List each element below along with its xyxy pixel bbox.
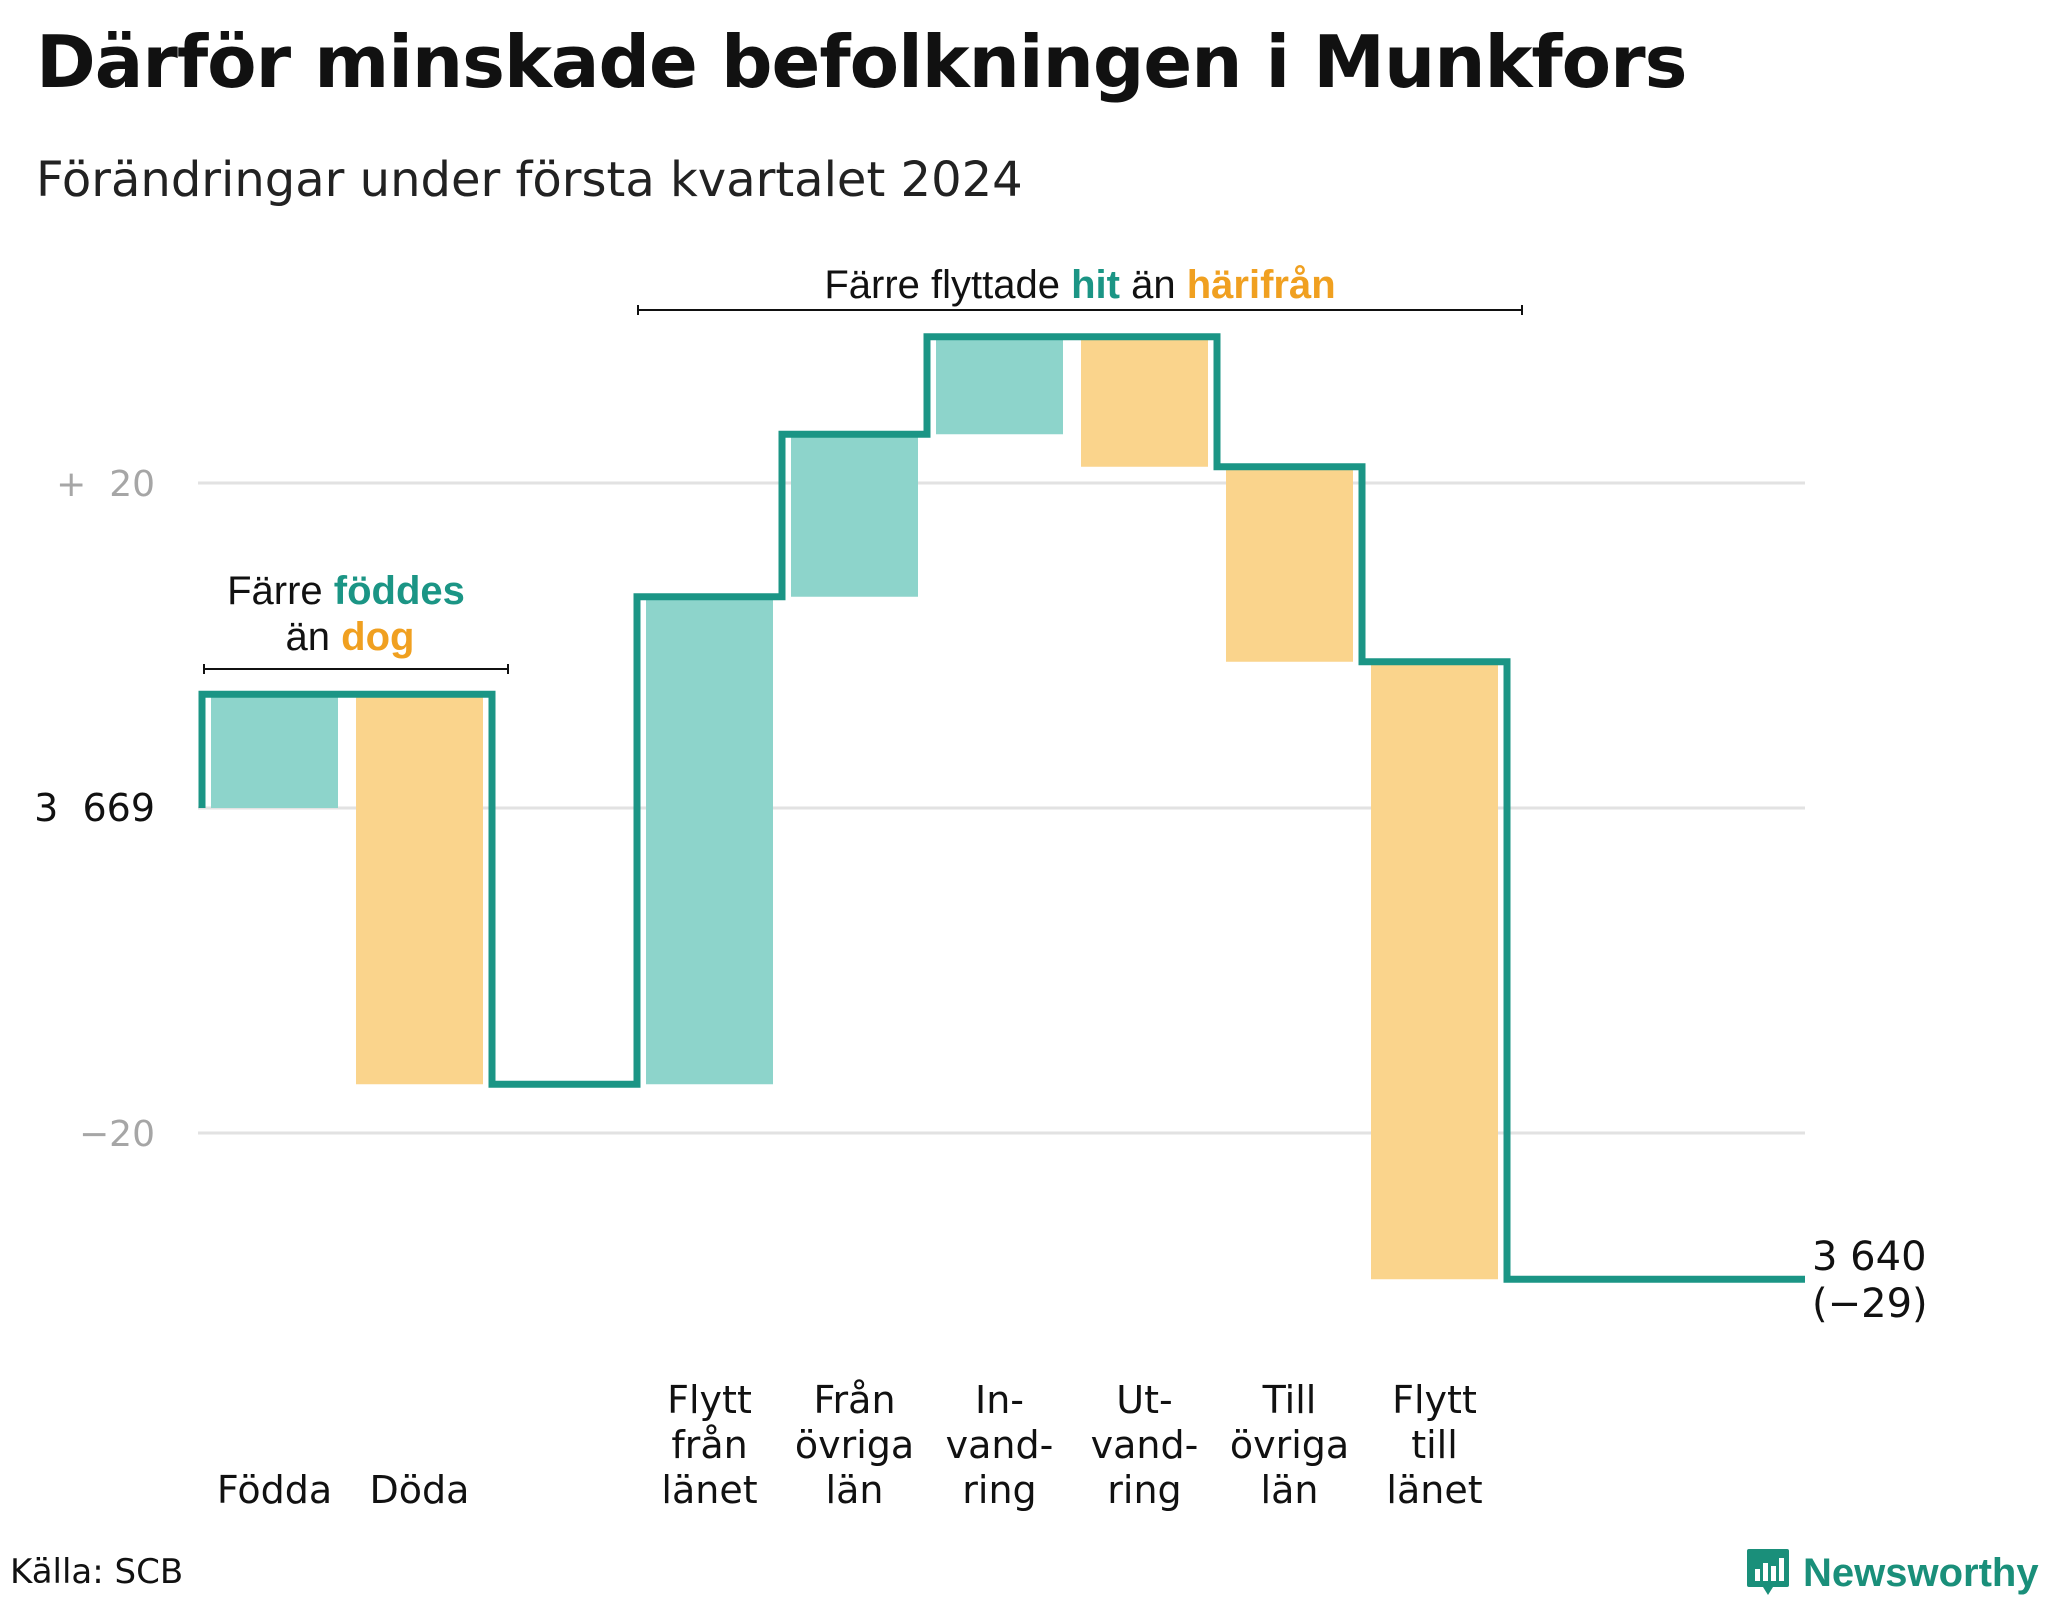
moves-annotation-prefix: Färre flyttade bbox=[824, 263, 1060, 307]
x-axis-labels: Födda DödaFlyttfrånlänetFrånövrigalänIn-v… bbox=[217, 1378, 1483, 1512]
x-tick-label: övriga bbox=[795, 1423, 914, 1467]
x-tick-label: Ut- bbox=[1116, 1378, 1172, 1422]
x-tick-label: ring bbox=[962, 1468, 1036, 1512]
x-tick-label: Till bbox=[1262, 1378, 1317, 1422]
x-tick-label: In- bbox=[975, 1378, 1024, 1422]
chart-title: Därför minskade befolkningen i Munkfors bbox=[36, 20, 1688, 104]
x-tick-label: länet bbox=[661, 1468, 757, 1512]
x-tick-label: till bbox=[1411, 1423, 1458, 1467]
x-tick-label: län bbox=[826, 1468, 884, 1512]
y-tick-label: −20 bbox=[79, 1114, 155, 1155]
brand-logo[interactable]: Newsworthy bbox=[1745, 1543, 2039, 1603]
x-tick-label: Döda bbox=[370, 1468, 470, 1512]
end-labels: 3 640 (−29) bbox=[1812, 1234, 1928, 1327]
end-value-label: 3 640 bbox=[1812, 1234, 1927, 1280]
x-tick-label: ring bbox=[1107, 1468, 1181, 1512]
deaths-annotation-prefix: än bbox=[286, 615, 331, 659]
x-tick-label: länet bbox=[1386, 1468, 1482, 1512]
bar-increase bbox=[791, 434, 918, 597]
bar-increase bbox=[936, 336, 1063, 435]
chart-subtitle: Förändringar under första kvartalet 2024 bbox=[36, 152, 1023, 208]
bar-decrease bbox=[1081, 336, 1208, 467]
x-tick-label: Flytt bbox=[667, 1378, 752, 1422]
x-tick-label: Födda bbox=[217, 1468, 332, 1512]
x-tick-label: vand- bbox=[946, 1423, 1054, 1467]
births-annotation-line1: Färre föddes bbox=[227, 569, 465, 613]
brand-name: Newsworthy bbox=[1803, 1550, 2039, 1595]
x-tick-label: övriga bbox=[1230, 1423, 1349, 1467]
moves-annotation-highlight-in: hit bbox=[1071, 263, 1120, 307]
annotations: Färre föddes än dog Färre flyttade hit ä… bbox=[203, 263, 1523, 674]
x-tick-label: Från bbox=[813, 1378, 895, 1422]
x-tick-label: län bbox=[1261, 1468, 1319, 1512]
moves-annotation-middle: än bbox=[1131, 263, 1176, 307]
y-axis: + 20 3 669 −20 bbox=[34, 464, 155, 1155]
deaths-annotation-highlight: dog bbox=[341, 615, 414, 659]
cumulative-step-line bbox=[198, 333, 1805, 1283]
x-tick-label: vand- bbox=[1091, 1423, 1199, 1467]
births-annotation-prefix: Färre bbox=[227, 569, 323, 613]
newsworthy-logo-icon bbox=[1747, 1549, 1789, 1595]
end-change-label: (−29) bbox=[1812, 1281, 1928, 1327]
births-annotation-line2: än dog bbox=[286, 615, 415, 659]
moves-annotation-highlight-out: härifrån bbox=[1187, 263, 1336, 307]
source-note: Källa: SCB bbox=[10, 1552, 184, 1592]
bar-decrease bbox=[1371, 661, 1498, 1280]
bar-decrease bbox=[356, 694, 483, 1085]
bar-increase bbox=[646, 596, 773, 1085]
x-tick-label: från bbox=[671, 1423, 747, 1467]
x-tick-label: Flytt bbox=[1392, 1378, 1477, 1422]
bar-decrease bbox=[1226, 466, 1353, 662]
bars bbox=[211, 336, 1498, 1280]
moves-annotation: Färre flyttade hit än härifrån bbox=[824, 263, 1335, 307]
y-start-value-label: 3 669 bbox=[34, 786, 155, 830]
step-line bbox=[198, 333, 1805, 1283]
bar-increase bbox=[211, 694, 338, 808]
y-tick-label: + 20 bbox=[56, 464, 155, 505]
births-annotation-highlight: föddes bbox=[334, 569, 465, 613]
